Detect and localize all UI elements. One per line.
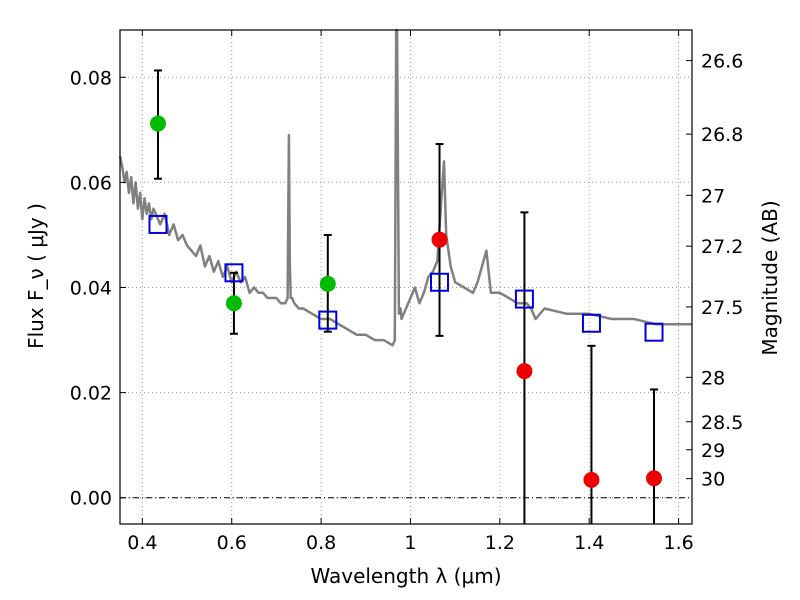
y-tick-label: 0.06	[70, 172, 112, 194]
right-tick-label: 27.5	[701, 297, 743, 319]
x-axis-ticks: 0.4 0.6 0.8 1 1.2 1.4 1.6	[127, 30, 694, 554]
model-photometry-square	[318, 310, 338, 330]
right-tick-label: 28	[701, 367, 725, 389]
x-tick-label: 0.6	[217, 532, 247, 554]
right-tick-label: 26.6	[701, 51, 743, 73]
y-tick-label: 0.04	[70, 278, 112, 300]
x-tick-label: 1.2	[485, 532, 515, 554]
model-photometry-square	[644, 322, 664, 342]
right-tick-label: 26.8	[701, 124, 743, 146]
right-magnitude-ticks: 26.6 26.8 27 27.2 27.5 28 28.5 29 30	[686, 51, 743, 491]
y-axis-ticks: 0.00 0.02 0.04 0.06 0.08	[70, 67, 126, 510]
non-detection-point	[646, 470, 663, 487]
right-axis-label: Magnitude (AB)	[758, 200, 782, 355]
model-photometry-square	[581, 313, 601, 333]
detection-point	[225, 295, 242, 312]
y-tick-label: 0.00	[70, 488, 112, 510]
detection-point	[149, 115, 166, 132]
x-tick-label: 0.8	[306, 532, 336, 554]
right-tick-label: 30	[701, 469, 725, 491]
non-detection-point	[431, 231, 448, 248]
model-photometry-square	[224, 263, 244, 283]
data-points	[148, 115, 664, 488]
y-tick-label: 0.08	[70, 67, 112, 89]
right-tick-label: 27.2	[701, 236, 743, 258]
non-detection-point	[583, 471, 600, 488]
model-photometry-square	[430, 272, 450, 292]
y-tick-label: 0.02	[70, 383, 112, 405]
non-detection-point	[516, 363, 533, 380]
x-tick-label: 0.4	[127, 532, 157, 554]
x-tick-label: 1	[404, 532, 416, 554]
detection-point	[319, 275, 336, 292]
right-tick-label: 29	[701, 440, 725, 462]
x-tick-label: 1.6	[663, 532, 693, 554]
right-tick-label: 27	[701, 185, 725, 207]
x-axis-label: Wavelength λ (μm)	[310, 564, 501, 588]
model-photometry-square	[148, 214, 168, 234]
plot-border	[119, 29, 693, 525]
sed-model-curve	[118, 28, 692, 347]
grid	[120, 30, 692, 524]
sed-model-line	[118, 28, 692, 347]
model-photometry-square	[514, 289, 534, 309]
plot-frame	[119, 29, 693, 525]
x-tick-label: 1.4	[574, 532, 604, 554]
y-axis-label: Flux F_ν ( μJy )	[24, 203, 48, 349]
right-tick-label: 28.5	[701, 412, 743, 434]
